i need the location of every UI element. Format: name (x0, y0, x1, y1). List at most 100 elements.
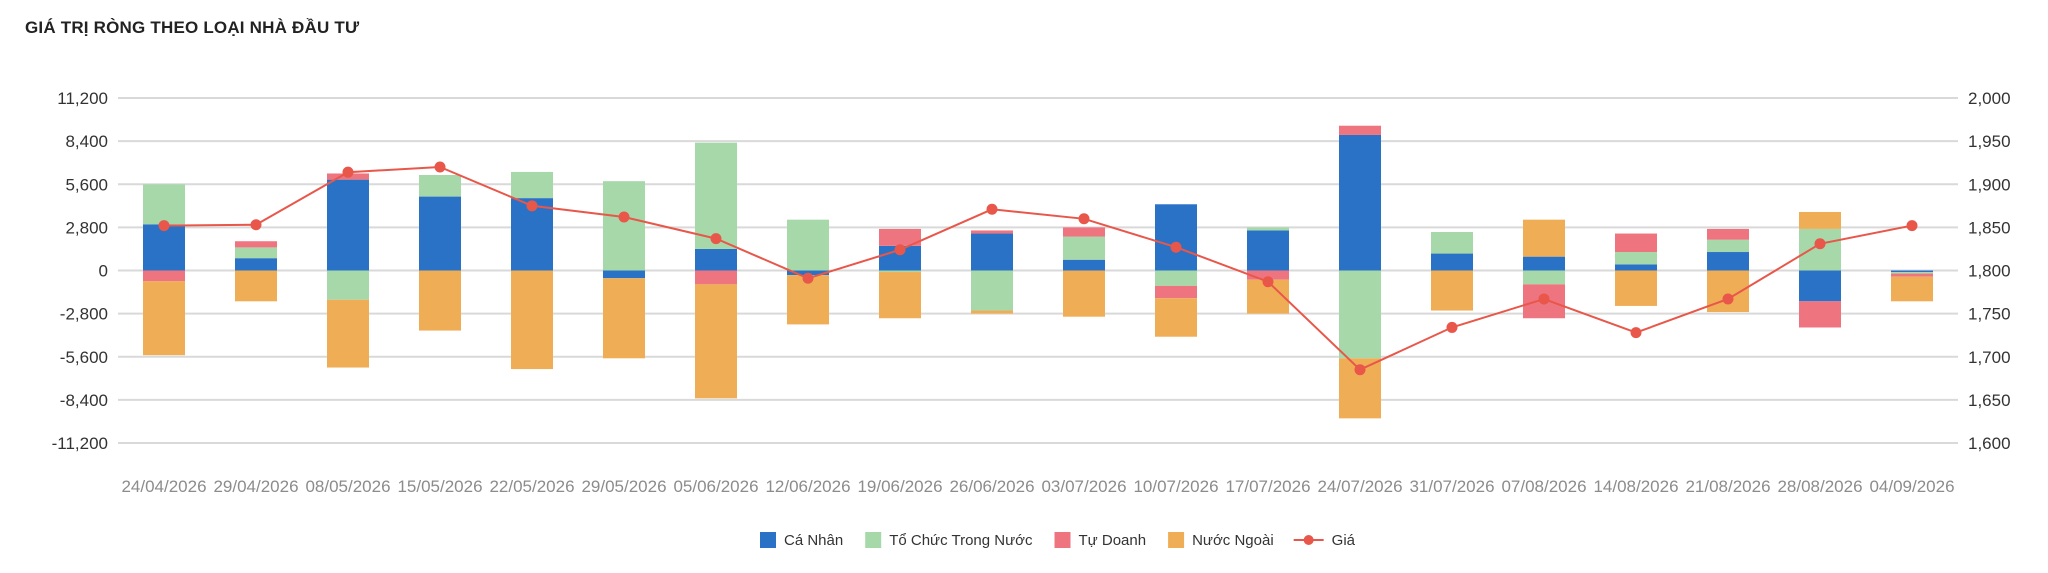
bar-segment (1615, 270, 1657, 306)
bar-segment (1891, 272, 1933, 274)
bar-segment (1707, 252, 1749, 271)
bar-segment (787, 219, 829, 271)
y-left-tick-label: -11,200 (52, 434, 108, 453)
bar-segment (879, 228, 921, 246)
price-point (986, 203, 998, 215)
bar-segment (603, 270, 645, 279)
price-point (1170, 241, 1182, 253)
legend-label[interactable]: Tự Doanh (1079, 532, 1147, 549)
x-tick-label: 24/04/2026 (121, 477, 206, 496)
bar-segment (1339, 134, 1381, 271)
y-left-tick-label: 2,800 (65, 218, 108, 237)
bar-segment (1891, 276, 1933, 302)
bar-segment (1063, 236, 1105, 260)
bar-segment (143, 184, 185, 225)
y-left-tick-label: 11,200 (57, 89, 108, 108)
bar-segment (1891, 270, 1933, 273)
bar-segment (143, 281, 185, 356)
bar-segment (511, 270, 553, 370)
x-tick-label: 15/05/2026 (397, 477, 482, 496)
bar-segment (1615, 252, 1657, 265)
bar-segment (1431, 270, 1473, 311)
bar-segment (695, 248, 737, 271)
x-tick-label: 29/04/2026 (213, 477, 298, 496)
bar-segment (695, 284, 737, 399)
bar-segment (1247, 227, 1289, 231)
bar-segment (1063, 270, 1105, 317)
price-point (894, 244, 906, 256)
price-point (1446, 321, 1458, 333)
legend-label[interactable]: Cá Nhân (784, 532, 843, 549)
bar-segment (1155, 270, 1197, 286)
y-right-tick-label: 1,900 (1968, 175, 2011, 194)
x-tick-label: 10/07/2026 (1133, 477, 1218, 496)
price-point (1630, 327, 1642, 339)
bar-segment (235, 241, 277, 248)
bar-segment (603, 278, 645, 359)
bar-segment (1523, 270, 1565, 285)
legend-label[interactable]: Giá (1332, 532, 1356, 549)
x-tick-label: 14/08/2026 (1593, 477, 1678, 496)
legend-swatch (760, 532, 776, 548)
x-tick-label: 05/06/2026 (673, 477, 758, 496)
bar-segment (1247, 270, 1289, 280)
price-point (526, 200, 538, 212)
bar-segment (1155, 285, 1197, 299)
bar-segment (327, 299, 369, 368)
y-left-tick-label: 8,400 (65, 132, 108, 151)
y-right-tick-label: 1,850 (1968, 218, 2011, 237)
y-left-tick-label: 0 (99, 262, 108, 281)
x-tick-label: 24/07/2026 (1317, 477, 1402, 496)
x-tick-label: 07/08/2026 (1501, 477, 1586, 496)
x-tick-label: 03/07/2026 (1041, 477, 1126, 496)
legend-label[interactable]: Tổ Chức Trong Nước (889, 532, 1033, 549)
y-left-tick-label: -8,400 (60, 391, 108, 410)
price-point (618, 211, 630, 223)
bar-segment (1891, 273, 1933, 277)
bar-segment (143, 270, 185, 282)
bar-segment (1247, 230, 1289, 271)
bar-segment (1799, 301, 1841, 328)
price-point (342, 166, 354, 178)
bar-segment (419, 270, 461, 331)
price-point (802, 272, 814, 284)
x-tick-label: 28/08/2026 (1777, 477, 1862, 496)
x-tick-label: 31/07/2026 (1409, 477, 1494, 496)
chart-title: GIÁ TRỊ RÒNG THEO LOẠI NHÀ ĐẦU TƯ (25, 18, 360, 37)
y-right-tick-label: 1,950 (1968, 132, 2011, 151)
bar-segment (327, 270, 369, 300)
price-point (1906, 220, 1918, 232)
price-point (710, 233, 722, 245)
bar-segment (143, 224, 185, 271)
bar-segment (1799, 228, 1841, 271)
bar-segment (1523, 219, 1565, 257)
bar-segment (327, 179, 369, 271)
price-point (1814, 238, 1826, 250)
price-point (1538, 293, 1550, 305)
bar-segment (695, 142, 737, 249)
y-left-tick-label: -2,800 (60, 305, 108, 324)
bar-segment (971, 230, 1013, 234)
x-tick-label: 04/09/2026 (1869, 477, 1954, 496)
bar-segment (1339, 125, 1381, 135)
price-point (1354, 364, 1366, 376)
x-tick-label: 19/06/2026 (857, 477, 942, 496)
bar-segment (971, 270, 1013, 311)
bar-segment (1615, 264, 1657, 271)
bar-segment (879, 270, 921, 273)
y-left-tick-label: -5,600 (60, 348, 108, 367)
y-right-tick-label: 1,600 (1968, 434, 2011, 453)
bar-segment (1707, 228, 1749, 240)
x-tick-label: 29/05/2026 (581, 477, 666, 496)
bar-segment (971, 233, 1013, 271)
price-point (158, 220, 170, 232)
price-point (1262, 276, 1274, 288)
legend-label[interactable]: Nước Ngoài (1192, 532, 1274, 549)
bar-segment (235, 270, 277, 302)
legend-swatch (865, 532, 882, 548)
bar-segment (1615, 233, 1657, 253)
bar-segment (1155, 204, 1197, 271)
bar-segment (419, 196, 461, 271)
y-right-tick-label: 1,650 (1968, 391, 2011, 410)
